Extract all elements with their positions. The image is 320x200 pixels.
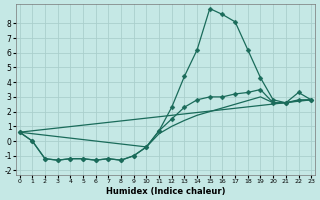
X-axis label: Humidex (Indice chaleur): Humidex (Indice chaleur): [106, 187, 225, 196]
